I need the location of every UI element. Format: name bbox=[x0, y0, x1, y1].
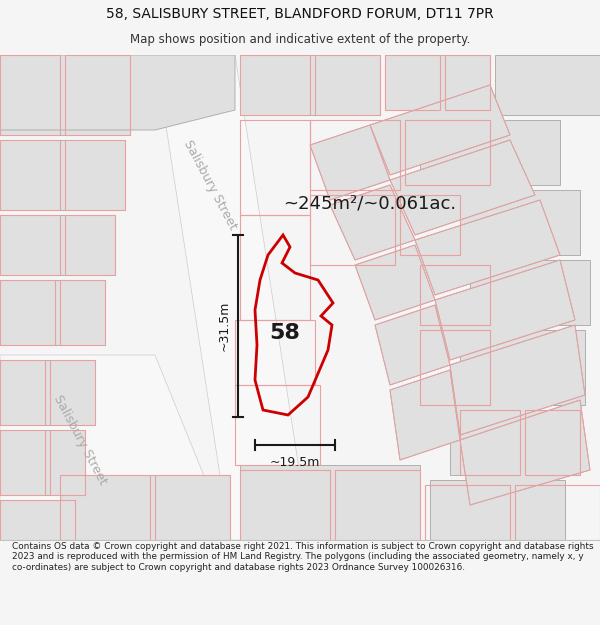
Polygon shape bbox=[310, 125, 390, 200]
Text: ~245m²/~0.061ac.: ~245m²/~0.061ac. bbox=[283, 194, 457, 212]
Polygon shape bbox=[0, 355, 230, 540]
Polygon shape bbox=[460, 190, 580, 255]
Polygon shape bbox=[460, 400, 590, 505]
Polygon shape bbox=[0, 55, 235, 130]
Polygon shape bbox=[420, 120, 560, 185]
Polygon shape bbox=[430, 480, 565, 540]
Polygon shape bbox=[0, 280, 105, 345]
Polygon shape bbox=[0, 500, 75, 540]
Polygon shape bbox=[385, 55, 490, 110]
Text: Salisbury Street: Salisbury Street bbox=[51, 393, 109, 487]
Text: ~19.5m: ~19.5m bbox=[270, 456, 320, 469]
Polygon shape bbox=[390, 140, 535, 235]
Polygon shape bbox=[330, 185, 415, 260]
Text: 58: 58 bbox=[269, 323, 301, 343]
Text: 58, SALISBURY STREET, BLANDFORD FORUM, DT11 7PR: 58, SALISBURY STREET, BLANDFORD FORUM, D… bbox=[106, 7, 494, 21]
Polygon shape bbox=[415, 200, 560, 295]
Text: ~31.5m: ~31.5m bbox=[218, 301, 230, 351]
Polygon shape bbox=[0, 430, 85, 495]
Text: Salisbury Street: Salisbury Street bbox=[181, 138, 239, 232]
Polygon shape bbox=[0, 215, 115, 275]
Polygon shape bbox=[0, 55, 130, 135]
Polygon shape bbox=[240, 465, 420, 540]
Polygon shape bbox=[470, 260, 590, 325]
Polygon shape bbox=[155, 55, 310, 540]
Polygon shape bbox=[0, 360, 95, 425]
Polygon shape bbox=[450, 410, 580, 475]
Polygon shape bbox=[390, 370, 460, 460]
Polygon shape bbox=[450, 325, 585, 435]
Polygon shape bbox=[240, 55, 380, 115]
Polygon shape bbox=[495, 55, 600, 115]
Polygon shape bbox=[435, 260, 575, 360]
Polygon shape bbox=[60, 475, 230, 540]
Text: Map shows position and indicative extent of the property.: Map shows position and indicative extent… bbox=[130, 33, 470, 46]
Polygon shape bbox=[0, 140, 125, 210]
Polygon shape bbox=[370, 85, 510, 175]
Polygon shape bbox=[460, 330, 585, 405]
Text: Contains OS data © Crown copyright and database right 2021. This information is : Contains OS data © Crown copyright and d… bbox=[12, 542, 593, 571]
Polygon shape bbox=[355, 245, 435, 320]
Polygon shape bbox=[375, 305, 450, 385]
